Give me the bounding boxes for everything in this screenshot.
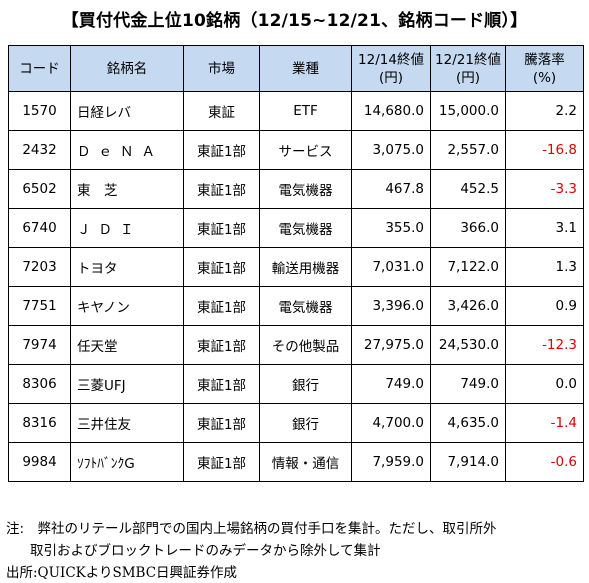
cell-market: 東証1部 <box>183 169 260 209</box>
cell-sector: 情報・通信 <box>259 442 352 482</box>
table-row: 7751 キヤノン 東証1部 電気機器 3,396.0 3,426.0 0.9 <box>8 286 584 326</box>
cell-change: 0.0 <box>505 364 584 404</box>
header-change-label: 騰落率 <box>524 51 565 68</box>
cell-change: -3.3 <box>505 169 584 209</box>
cell-sector: サービス <box>259 130 352 170</box>
cell-price-1221: 7,914.0 <box>430 442 506 482</box>
header-sector: 業種 <box>259 45 352 92</box>
table-row: 9984 ｿﾌﾄﾊﾞﾝｸG 東証1部 情報・通信 7,959.0 7,914.0… <box>8 442 584 482</box>
table-row: 1570 日経レバ 東証 ETF 14,680.0 15,000.0 2.2 <box>8 91 584 131</box>
cell-name: キヤノン <box>70 286 184 326</box>
cell-sector: 電気機器 <box>259 286 352 326</box>
cell-change: -12.3 <box>505 325 584 365</box>
cell-market: 東証1部 <box>183 325 260 365</box>
cell-name: 三菱UFJ <box>70 364 184 404</box>
header-row: コード 銘柄名 市場 業種 12/14終値 (円) 12/21終値 (円) 騰落… <box>8 45 584 92</box>
cell-name: 東 芝 <box>70 169 184 209</box>
cell-code: 7203 <box>8 247 71 287</box>
cell-change: 2.2 <box>505 91 584 131</box>
table-row: 2432 ＤｅＮＡ 東証1部 サービス 3,075.0 2,557.0 -16.… <box>8 130 584 170</box>
header-price-1221-label: 12/21終値 <box>435 51 501 68</box>
cell-name: ＤｅＮＡ <box>70 130 184 170</box>
cell-sector: ETF <box>259 91 352 131</box>
cell-market: 東証1部 <box>183 247 260 287</box>
cell-price-1221: 3,426.0 <box>430 286 506 326</box>
cell-price-1214: 355.0 <box>351 208 431 248</box>
cell-code: 1570 <box>8 91 71 131</box>
cell-code: 7974 <box>8 325 71 365</box>
cell-sector: その他製品 <box>259 325 352 365</box>
header-change-unit: (%) <box>532 69 557 86</box>
header-name: 銘柄名 <box>70 45 184 92</box>
cell-price-1214: 14,680.0 <box>351 91 431 131</box>
source-note: 出所:QUICKよりSMBC日興証券作成 <box>6 565 238 581</box>
cell-change: 1.3 <box>505 247 584 287</box>
cell-code: 9984 <box>8 442 71 482</box>
cell-sector: 銀行 <box>259 403 352 443</box>
table-row: 8306 三菱UFJ 東証1部 銀行 749.0 749.0 0.0 <box>8 364 584 404</box>
cell-sector: 輸送用機器 <box>259 247 352 287</box>
cell-market: 東証1部 <box>183 403 260 443</box>
cell-code: 6502 <box>8 169 71 209</box>
cell-change: -1.4 <box>505 403 584 443</box>
cell-sector: 電気機器 <box>259 208 352 248</box>
cell-price-1214: 3,396.0 <box>351 286 431 326</box>
table-row: 8316 三井住友 東証1部 銀行 4,700.0 4,635.0 -1.4 <box>8 403 584 443</box>
cell-market: 東証1部 <box>183 130 260 170</box>
header-market: 市場 <box>183 45 260 92</box>
header-price-1214-unit: (円) <box>378 69 404 86</box>
cell-sector: 銀行 <box>259 364 352 404</box>
cell-change: -0.6 <box>505 442 584 482</box>
cell-price-1221: 4,635.0 <box>430 403 506 443</box>
table-row: 7974 任天堂 東証1部 その他製品 27,975.0 24,530.0 -1… <box>8 325 584 365</box>
cell-price-1214: 467.8 <box>351 169 431 209</box>
cell-sector: 電気機器 <box>259 169 352 209</box>
cell-name: トヨタ <box>70 247 184 287</box>
cell-change: -16.8 <box>505 130 584 170</box>
cell-price-1221: 24,530.0 <box>430 325 506 365</box>
header-price-1221-unit: (円) <box>455 69 481 86</box>
cell-code: 8316 <box>8 403 71 443</box>
header-price-1214-label: 12/14終値 <box>358 51 424 68</box>
cell-price-1221: 15,000.0 <box>430 91 506 131</box>
cell-name: 日経レバ <box>70 91 184 131</box>
cell-price-1214: 7,959.0 <box>351 442 431 482</box>
top10-table: コード 銘柄名 市場 業種 12/14終値 (円) 12/21終値 (円) 騰落… <box>8 45 584 482</box>
cell-market: 東証1部 <box>183 442 260 482</box>
table-row: 7203 トヨタ 東証1部 輸送用機器 7,031.0 7,122.0 1.3 <box>8 247 584 287</box>
table-row: 6502 東 芝 東証1部 電気機器 467.8 452.5 -3.3 <box>8 169 584 209</box>
cell-change: 0.9 <box>505 286 584 326</box>
header-price-1214: 12/14終値 (円) <box>351 45 431 92</box>
cell-name: 三井住友 <box>70 403 184 443</box>
cell-market: 東証1部 <box>183 208 260 248</box>
header-price-1221: 12/21終値 (円) <box>430 45 506 92</box>
cell-price-1214: 3,075.0 <box>351 130 431 170</box>
table-row: 6740 ＪＤＩ 東証1部 電気機器 355.0 366.0 3.1 <box>8 208 584 248</box>
cell-market: 東証 <box>183 91 260 131</box>
cell-price-1214: 27,975.0 <box>351 325 431 365</box>
cell-code: 7751 <box>8 286 71 326</box>
cell-price-1221: 366.0 <box>430 208 506 248</box>
cell-price-1214: 7,031.0 <box>351 247 431 287</box>
cell-code: 2432 <box>8 130 71 170</box>
header-code: コード <box>8 45 71 92</box>
cell-change: 3.1 <box>505 208 584 248</box>
footnote-line-1: 注: 弊社のリテール部門での国内上場銘柄の買付手口を集計。ただし、取引所外 <box>6 521 497 537</box>
table-title: 【買付代金上位10銘柄（12/15~12/21、銘柄コード順）】 <box>61 11 528 31</box>
cell-name: 任天堂 <box>70 325 184 365</box>
footnote-line-2: 取引およびブロックトレードのみデータから除外して集計 <box>30 543 381 559</box>
cell-price-1221: 7,122.0 <box>430 247 506 287</box>
header-change: 騰落率 (%) <box>505 45 584 92</box>
cell-price-1221: 2,557.0 <box>430 130 506 170</box>
cell-market: 東証1部 <box>183 364 260 404</box>
cell-code: 6740 <box>8 208 71 248</box>
cell-price-1221: 452.5 <box>430 169 506 209</box>
cell-name: ＪＤＩ <box>70 208 184 248</box>
cell-price-1214: 749.0 <box>351 364 431 404</box>
cell-price-1221: 749.0 <box>430 364 506 404</box>
cell-price-1214: 4,700.0 <box>351 403 431 443</box>
cell-code: 8306 <box>8 364 71 404</box>
cell-market: 東証1部 <box>183 286 260 326</box>
cell-name: ｿﾌﾄﾊﾞﾝｸG <box>70 442 184 482</box>
